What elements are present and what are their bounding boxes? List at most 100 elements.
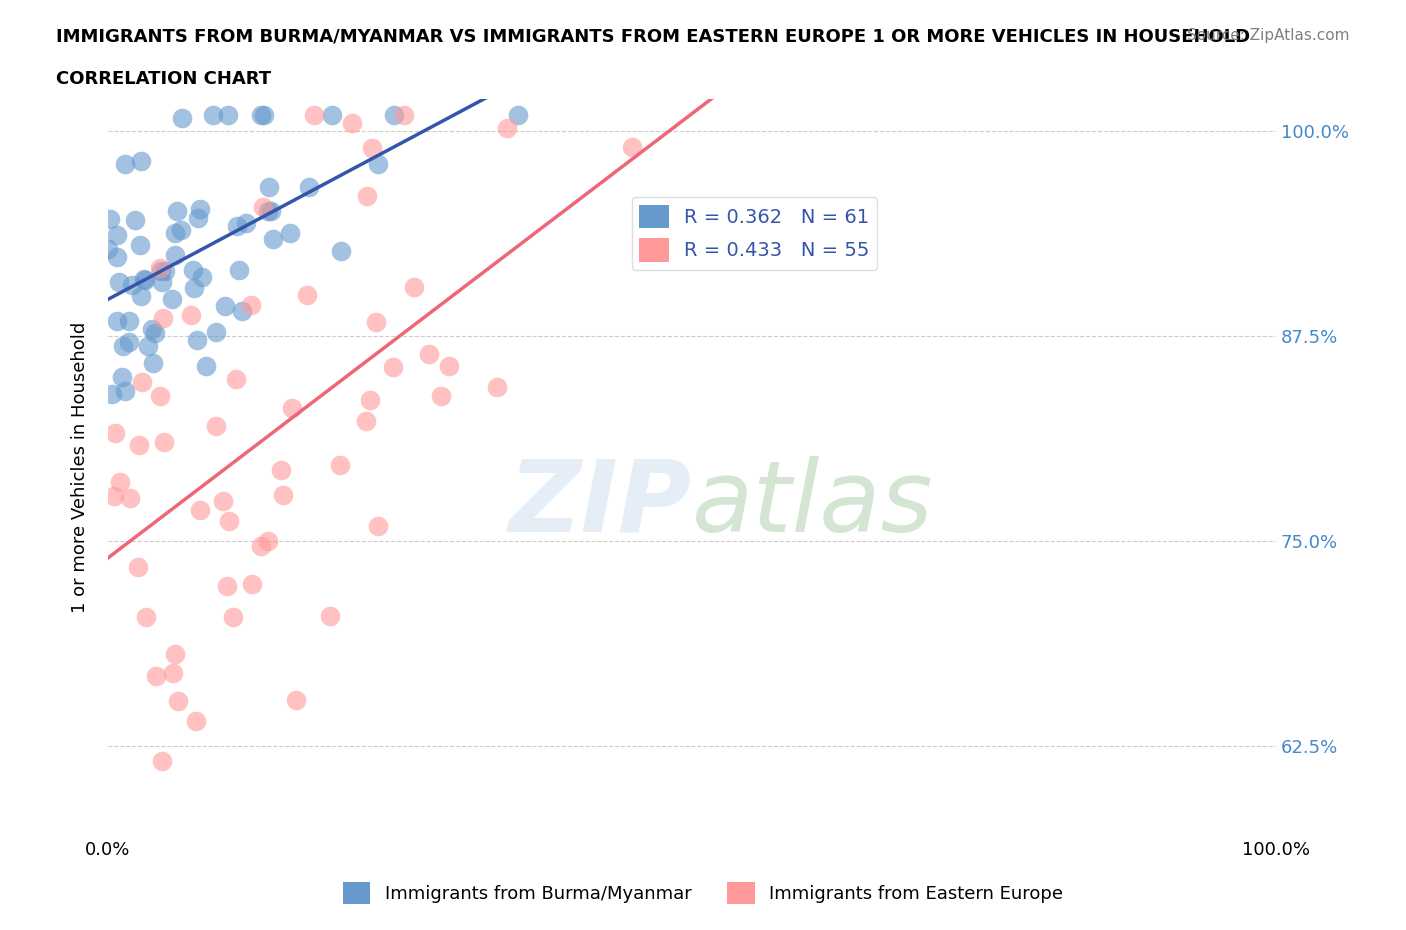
pink [250, 539, 273, 554]
blue [114, 156, 136, 171]
blue [186, 332, 208, 347]
pink [271, 487, 294, 502]
pink [302, 108, 325, 123]
pink [382, 360, 405, 375]
pink [486, 379, 509, 394]
pink [135, 610, 157, 625]
pink [319, 608, 342, 623]
pink [103, 488, 125, 503]
pink [429, 389, 451, 404]
blue [108, 274, 131, 289]
pink [188, 503, 211, 518]
blue [165, 226, 187, 241]
Text: Source: ZipAtlas.com: Source: ZipAtlas.com [1187, 28, 1350, 43]
pink [284, 693, 307, 708]
blue [98, 211, 121, 226]
pink [297, 287, 319, 302]
pink [281, 401, 304, 416]
pink [148, 389, 170, 404]
pink [212, 494, 235, 509]
pink [329, 458, 352, 472]
blue [162, 291, 184, 306]
blue [330, 244, 353, 259]
blue [166, 203, 188, 218]
Text: CORRELATION CHART: CORRELATION CHART [56, 70, 271, 87]
pink [128, 437, 150, 452]
pink [222, 609, 245, 624]
blue [121, 278, 143, 293]
pink [364, 314, 387, 329]
blue [188, 202, 211, 217]
pink [439, 359, 461, 374]
blue [141, 321, 163, 336]
pink [152, 311, 174, 325]
blue [231, 303, 253, 318]
pink [127, 560, 149, 575]
blue [214, 299, 236, 313]
pink [621, 140, 644, 154]
pink [418, 347, 440, 362]
Text: ZIP: ZIP [509, 456, 692, 553]
blue [172, 111, 194, 126]
blue [226, 218, 249, 232]
blue [183, 280, 205, 295]
blue [132, 272, 155, 286]
pink [131, 375, 153, 390]
pink [359, 392, 381, 407]
blue [253, 108, 276, 123]
pink [252, 200, 274, 215]
blue [124, 212, 146, 227]
blue [235, 216, 257, 231]
blue [165, 247, 187, 262]
pink [145, 668, 167, 683]
blue [170, 222, 193, 237]
blue [217, 108, 239, 123]
pink [361, 140, 384, 155]
blue [250, 108, 273, 123]
pink [225, 372, 247, 387]
pink [356, 188, 378, 203]
pink [165, 646, 187, 661]
pink [167, 694, 190, 709]
pink [162, 665, 184, 680]
pink [184, 713, 207, 728]
blue [321, 108, 343, 123]
Legend: Immigrants from Burma/Myanmar, Immigrants from Eastern Europe: Immigrants from Burma/Myanmar, Immigrant… [336, 875, 1070, 911]
pink [205, 418, 228, 433]
blue [131, 153, 153, 168]
blue [508, 108, 530, 123]
pink [242, 577, 264, 591]
blue [278, 225, 301, 240]
blue [112, 339, 135, 353]
pink [108, 474, 131, 489]
pink [215, 578, 238, 593]
pink [340, 115, 363, 130]
pink [180, 308, 202, 323]
blue [105, 227, 128, 242]
blue [117, 335, 139, 350]
blue [228, 262, 250, 277]
pink [496, 120, 519, 135]
pink [394, 108, 416, 123]
pink [404, 280, 426, 295]
blue [105, 314, 128, 329]
blue [143, 326, 166, 340]
blue [118, 313, 141, 328]
blue [129, 237, 152, 252]
Text: atlas: atlas [692, 456, 934, 553]
blue [105, 249, 128, 264]
pink [239, 298, 262, 312]
blue [298, 179, 321, 194]
pink [150, 753, 173, 768]
blue [384, 108, 406, 123]
blue [367, 157, 389, 172]
blue [260, 204, 283, 219]
pink [256, 533, 278, 548]
blue [111, 369, 134, 384]
blue [129, 289, 152, 304]
blue [101, 387, 124, 402]
blue [153, 264, 176, 279]
pink [149, 260, 172, 275]
blue [114, 384, 136, 399]
blue [262, 232, 284, 246]
